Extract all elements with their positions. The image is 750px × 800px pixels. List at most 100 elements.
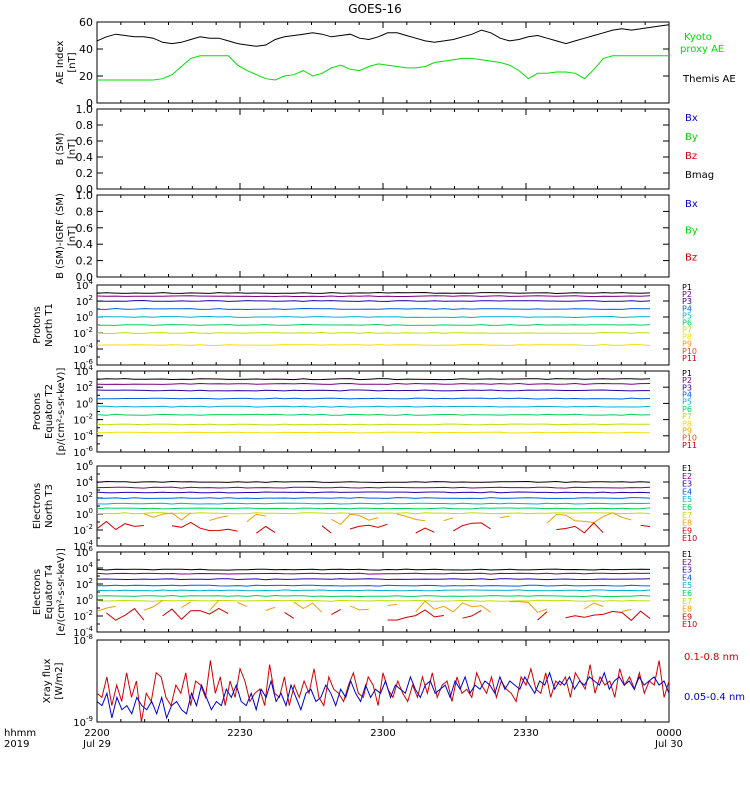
electrons-t4-legend-e2: E2: [682, 558, 692, 567]
electrons-t4-series-e8: [265, 606, 276, 611]
electrons-t4-series-e2: [96, 572, 651, 575]
protons-t2-series-p7: [96, 423, 650, 426]
electrons-t3-series-e9: [256, 525, 276, 534]
electrons-t3-series-e9: [171, 521, 238, 532]
b-sm-panel-ytick-label: 0.0: [76, 183, 94, 196]
electrons-t3-series-e8: [143, 512, 192, 521]
electrons-t4-series-e9: [537, 611, 548, 621]
electrons-t4-series-e9: [331, 608, 341, 616]
electrons-t4-ytick-label: 106: [76, 545, 94, 559]
x-tick-label: 2200: [84, 728, 109, 739]
electrons-t3-legend-e3: E3: [682, 480, 692, 489]
protons-t2-legend-p6: P6: [682, 405, 692, 414]
ae-panel-ytick-label: 0: [86, 97, 93, 110]
electrons-t4-frame: [96, 551, 670, 633]
electrons-t3-legend-e5: E5: [682, 495, 692, 504]
electrons-t4-ylabel: Electrons: [32, 569, 43, 615]
ae-panel-ytick-label: 40: [79, 43, 93, 56]
xray-panel-ylabel: Xray flux: [42, 659, 53, 704]
protons-t2-ytick-label: 102: [76, 380, 93, 394]
protons-t2-legend-p2: P2: [682, 376, 692, 385]
electrons-t4-series-e8: [181, 601, 191, 609]
protons-t1-legend-p8: P8: [682, 333, 692, 342]
protons-t1-series-p1: [96, 291, 651, 295]
ae-panel-ytick-label: 20: [79, 70, 93, 83]
ae-panel-ylabel: AE Index: [55, 40, 66, 84]
protons-t2-legend-p11: P11: [682, 441, 697, 450]
protons-t1-ytick-label: 10-2: [73, 326, 93, 340]
b-sm-panel-ytick-label: 0.8: [76, 119, 94, 132]
protons-t2-legend-p3: P3: [682, 383, 692, 392]
electrons-t4-series-e9: [162, 607, 229, 621]
protons-t2-series-p6: [96, 413, 651, 416]
electrons-t3-series-e8: [209, 515, 229, 521]
b-igrf-panel-ytick-label: 0.2: [76, 255, 94, 268]
protons-t2-legend-p4: P4: [682, 391, 692, 400]
xray-panel-ytick-label: 10-8: [73, 633, 93, 647]
protons-t1-ytick-label: 10-4: [73, 342, 93, 356]
electrons-t3-series-e8: [246, 513, 266, 522]
electrons-t4-series-e9: [565, 610, 651, 622]
ae-panel-ylabel: [nT]: [67, 52, 78, 72]
electrons-t3-ytick-label: 104: [76, 475, 94, 489]
b-igrf-panel-frame: [96, 194, 670, 278]
electrons-t4-legend-e10: E10: [682, 620, 697, 629]
electrons-t4-ylabel: Equator T4: [44, 565, 55, 620]
electrons-t4-series-e7: [96, 599, 651, 602]
protons-t2-ylabel: [p/(cm²-s-sr-keV)]: [56, 368, 67, 456]
b-sm-panel-ylabel: B (SM): [55, 132, 66, 165]
ae-legend-kyoto: proxy AE: [680, 44, 724, 55]
protons-t1-legend-p9: P9: [682, 340, 692, 349]
b-sm-panel-legend-by: By: [685, 132, 698, 143]
protons-t1-legend-p3: P3: [682, 297, 692, 306]
electrons-t4-series-e9: [387, 609, 444, 621]
electrons-t4-series-e9: [462, 609, 482, 619]
electrons-t3-series-e9: [556, 522, 604, 534]
electrons-t3-series-e9: [349, 523, 388, 530]
electrons-t4-series-e6: [96, 594, 651, 598]
protons-t2-series-p5: [96, 405, 651, 408]
electrons-t4-ytick-label: 100: [76, 593, 93, 607]
protons-t1-ytick-label: 102: [76, 294, 93, 308]
electrons-t3-legend-e8: E8: [682, 519, 692, 528]
ae-series-line: [96, 24, 670, 47]
electrons-t4-series-e9: [106, 607, 145, 621]
electrons-t3-ylabel: North T3: [44, 484, 55, 528]
electrons-t4-series-e3: [96, 578, 651, 581]
b-igrf-panel-ytick-label: 1.0: [76, 189, 94, 202]
electrons-t3-ylabel: Electrons: [32, 483, 43, 529]
electrons-t4-series-e8: [143, 599, 163, 611]
protons-t2-legend-p1: P1: [682, 369, 692, 378]
protons-t1-series-p3: [97, 299, 651, 302]
electrons-t4-series-e4: [96, 584, 651, 587]
b-igrf-panel-legend-bx: Bx: [685, 199, 698, 210]
protons-t1-legend-p2: P2: [682, 290, 692, 299]
protons-t2-ytick-label: 10-6: [73, 445, 93, 459]
protons-t1-legend-p11: P11: [682, 354, 697, 363]
protons-t1-legend-p5: P5: [682, 311, 692, 320]
protons-t2-series-p4: [96, 397, 651, 400]
protons-t2-series-p1: [96, 378, 651, 381]
electrons-t3-series-e9: [640, 524, 651, 527]
electrons-t4-series-e1: [96, 568, 651, 571]
b-sm-panel-legend-bmag: Bmag: [685, 170, 714, 181]
protons-t2-ytick-label: 104: [76, 364, 94, 378]
x-tick-label: 2300: [370, 728, 395, 739]
electrons-t3-legend-e7: E7: [682, 511, 692, 520]
electrons-t4-series-e8: [415, 600, 491, 613]
electrons-t3-legend-e2: E2: [682, 472, 692, 481]
electrons-t4-series-e9: [284, 611, 295, 619]
electrons-t3-series-e8: [443, 517, 454, 522]
b-igrf-panel-legend-by: By: [685, 226, 698, 237]
protons-t1-series-p6: [96, 323, 651, 326]
b-sm-panel-frame: [96, 108, 670, 190]
electrons-t4-series-e8: [96, 605, 116, 612]
xray-panel-ylabel: [W/m2]: [54, 662, 65, 699]
protons-t2-legend-p10: P10: [682, 434, 697, 443]
electrons-t3-ytick-label: 106: [76, 459, 94, 473]
electrons-t4-series-e5: [96, 589, 651, 592]
electrons-t4-legend-e5: E5: [682, 581, 692, 590]
electrons-t4-series-e8: [509, 601, 548, 613]
b-igrf-panel-ytick-label: 0.8: [76, 205, 94, 218]
